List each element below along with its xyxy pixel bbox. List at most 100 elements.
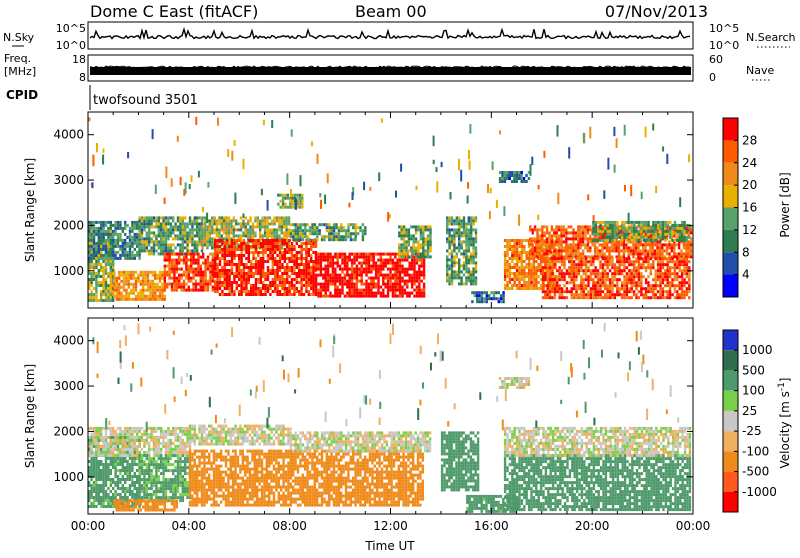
data-cell (633, 263, 635, 266)
data-cell (382, 259, 384, 262)
data-cell (406, 295, 408, 298)
data-cell (196, 234, 198, 237)
data-cell (214, 260, 216, 263)
data-cell (599, 263, 601, 266)
data-cell (669, 272, 671, 275)
data-cell (643, 263, 645, 266)
data-cell (355, 232, 357, 235)
data-cell (209, 277, 211, 280)
data-cell (415, 225, 417, 228)
data-cell (349, 274, 351, 277)
data-cell (351, 286, 353, 289)
data-cell (114, 233, 116, 236)
data-cell (305, 284, 307, 287)
data-cell (568, 249, 570, 252)
data-cell (674, 278, 676, 281)
data-cell (316, 238, 318, 241)
data-cell (130, 298, 132, 301)
data-cell (113, 286, 115, 289)
data-cell (196, 228, 198, 231)
data-cell (257, 260, 259, 263)
data-cell (281, 287, 283, 290)
data-cell (228, 231, 230, 234)
data-cell (413, 234, 415, 237)
data-cell (112, 251, 114, 254)
data-cell (305, 266, 307, 269)
data-cell (460, 276, 462, 279)
data-cell (623, 284, 625, 287)
data-cell (100, 290, 102, 293)
data-cell (238, 290, 240, 293)
data-cell (509, 287, 511, 290)
data-cell (334, 253, 336, 256)
data-cell (216, 245, 218, 248)
data-cell (174, 228, 176, 231)
data-cell (578, 260, 580, 263)
data-cell (528, 272, 530, 275)
data-cell (500, 300, 502, 303)
data-cell (177, 228, 179, 231)
data-cell (312, 266, 314, 269)
data-cell (186, 243, 188, 246)
data-cell (645, 278, 647, 281)
data-cell (349, 289, 351, 292)
data-cell (213, 219, 215, 222)
data-cell (261, 216, 263, 219)
data-cell (243, 290, 245, 293)
data-cell (267, 239, 269, 242)
data-cell (633, 221, 635, 224)
data-cell (315, 268, 317, 271)
data-cell (468, 273, 470, 276)
data-cell (664, 272, 666, 275)
data-cell (472, 246, 474, 249)
data-cell (595, 290, 597, 293)
data-cell (307, 229, 309, 232)
data-cell (453, 243, 455, 246)
data-cell (286, 248, 288, 251)
data-cell (504, 251, 506, 254)
data-cell (587, 284, 589, 287)
data-cell (577, 237, 579, 240)
frequency-tick-bottom: 8 (79, 71, 86, 84)
data-cell (631, 272, 633, 275)
data-cell (583, 287, 585, 290)
data-cell (516, 284, 518, 287)
data-cell (146, 249, 148, 252)
data-cell (609, 278, 611, 281)
data-cell (599, 284, 601, 287)
data-cell (216, 257, 218, 260)
data-cell (504, 260, 506, 263)
data-cell (380, 274, 382, 277)
data-cell (198, 228, 200, 231)
data-cell (418, 283, 420, 286)
data-cell (401, 237, 403, 240)
data-cell (502, 294, 504, 297)
data-cell (235, 228, 237, 231)
data-cell (353, 262, 355, 265)
data-cell (264, 219, 266, 222)
data-cell (456, 234, 458, 237)
data-cell (521, 263, 523, 266)
data-cell (328, 226, 330, 229)
data-cell (296, 260, 298, 263)
data-cell (260, 260, 262, 263)
data-cell (595, 287, 597, 290)
data-cell (375, 262, 377, 265)
data-cell (226, 254, 228, 257)
data-cell (359, 226, 361, 229)
data-cell (98, 260, 100, 263)
data-cell (561, 263, 563, 266)
data-cell (504, 287, 506, 290)
data-cell (125, 298, 127, 301)
data-cell (554, 263, 556, 266)
data-cell (224, 266, 226, 269)
data-cell (662, 224, 664, 227)
data-cell (303, 248, 305, 251)
data-cell (231, 272, 233, 275)
data-cell (355, 226, 357, 229)
data-cell (308, 242, 310, 245)
data-cell (255, 287, 257, 290)
data-cell (669, 257, 671, 260)
data-cell (237, 222, 239, 225)
data-cell (316, 226, 318, 229)
